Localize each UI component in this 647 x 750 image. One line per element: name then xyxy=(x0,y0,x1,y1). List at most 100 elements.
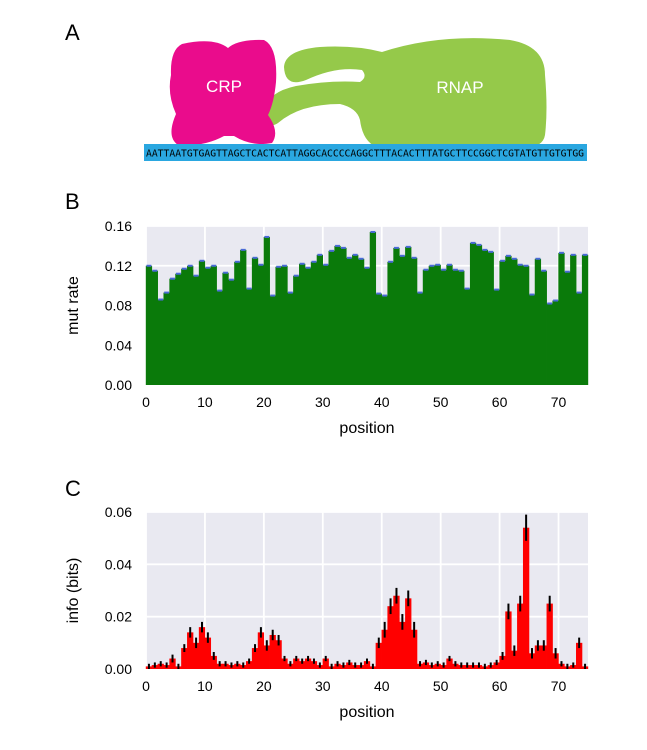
bar xyxy=(210,265,217,385)
bar xyxy=(552,653,559,669)
y-tick-label: 0.06 xyxy=(105,504,132,520)
crp-label: CRP xyxy=(206,77,242,96)
plot-background xyxy=(146,512,588,669)
x-tick-label: 50 xyxy=(433,394,449,410)
bar xyxy=(499,655,506,669)
bar xyxy=(576,292,583,385)
bar xyxy=(251,648,259,669)
bar xyxy=(192,275,200,385)
x-tick-label: 20 xyxy=(256,394,272,410)
panel-a-label: A xyxy=(65,20,80,45)
bar xyxy=(245,288,253,385)
bar xyxy=(322,264,329,385)
bar xyxy=(446,264,453,385)
y-axis-label: mut rate xyxy=(65,276,82,335)
bar xyxy=(175,273,182,385)
bar xyxy=(299,661,306,669)
bar xyxy=(169,658,176,669)
y-tick-label: 0.02 xyxy=(105,609,132,625)
bar xyxy=(169,278,176,385)
bar xyxy=(293,275,300,385)
x-tick-label: 20 xyxy=(256,678,272,694)
bar xyxy=(281,265,288,385)
bar xyxy=(187,632,194,669)
bar xyxy=(411,257,418,385)
bar xyxy=(304,658,312,669)
bar xyxy=(552,300,559,385)
x-tick-label: 30 xyxy=(315,678,331,694)
bar xyxy=(469,242,477,385)
bar xyxy=(381,629,388,669)
bar xyxy=(540,645,547,669)
bar xyxy=(181,268,188,385)
bar xyxy=(499,260,506,385)
bar xyxy=(487,251,494,385)
x-tick-label: 40 xyxy=(374,394,390,410)
x-tick-label: 60 xyxy=(492,394,508,410)
bar xyxy=(481,249,489,385)
bar xyxy=(251,257,259,385)
bar xyxy=(405,246,412,385)
y-tick-label: 0.00 xyxy=(105,661,132,677)
bar xyxy=(546,303,553,385)
bar xyxy=(263,236,270,385)
bar xyxy=(363,267,371,385)
bar xyxy=(416,292,424,385)
bar xyxy=(346,662,353,669)
bar xyxy=(240,249,247,385)
bar xyxy=(222,272,229,385)
bar xyxy=(287,292,294,385)
dna-diagram: CRP RNAP AATTAATGTGAGTTAGCTCACTCATTAGGCA… xyxy=(144,38,587,161)
bar xyxy=(493,289,500,385)
crp-shape xyxy=(169,39,277,146)
x-tick-label: 10 xyxy=(197,394,213,410)
bar xyxy=(257,264,265,385)
bar xyxy=(322,658,329,669)
bar xyxy=(369,231,377,385)
x-tick-label: 0 xyxy=(142,678,150,694)
bar xyxy=(387,261,394,385)
bar xyxy=(505,611,512,669)
bar xyxy=(434,264,441,385)
bar xyxy=(399,255,406,385)
x-tick-label: 40 xyxy=(374,678,390,694)
y-tick-label: 0.08 xyxy=(105,298,132,314)
bar xyxy=(357,258,365,385)
bar xyxy=(546,603,553,669)
bar xyxy=(564,271,571,385)
rnap-label: RNAP xyxy=(436,78,483,97)
y-tick-label: 0.04 xyxy=(105,556,132,572)
bar xyxy=(534,258,542,385)
x-tick-label: 70 xyxy=(551,678,567,694)
bar xyxy=(511,258,518,385)
bar xyxy=(528,294,536,385)
bar xyxy=(198,260,206,385)
bar xyxy=(293,658,300,669)
bar xyxy=(411,629,418,669)
bar xyxy=(204,637,212,669)
x-axis-label: position xyxy=(339,704,394,721)
bar xyxy=(269,295,276,385)
y-axis-label: info (bits) xyxy=(65,558,82,624)
x-tick-label: 70 xyxy=(551,394,567,410)
bar xyxy=(310,661,318,669)
bar xyxy=(375,642,382,669)
bar xyxy=(181,648,188,669)
bar xyxy=(581,254,589,385)
bar xyxy=(375,293,382,385)
x-tick-label: 10 xyxy=(197,678,213,694)
bar xyxy=(422,662,430,669)
info-chart: 0 10 20 30 40 50 60 70 0.00 0.02 0.04 0.06 position i… xyxy=(65,504,589,721)
bar xyxy=(440,269,447,385)
x-axis-label: position xyxy=(339,420,394,437)
bar xyxy=(257,632,265,669)
bar xyxy=(428,265,435,385)
dna-strip xyxy=(144,144,587,161)
y-tick-label: 0.00 xyxy=(105,377,132,393)
bar xyxy=(475,244,483,385)
bar xyxy=(245,661,253,669)
bar xyxy=(517,603,524,669)
bar xyxy=(275,640,282,669)
bar xyxy=(198,627,206,669)
